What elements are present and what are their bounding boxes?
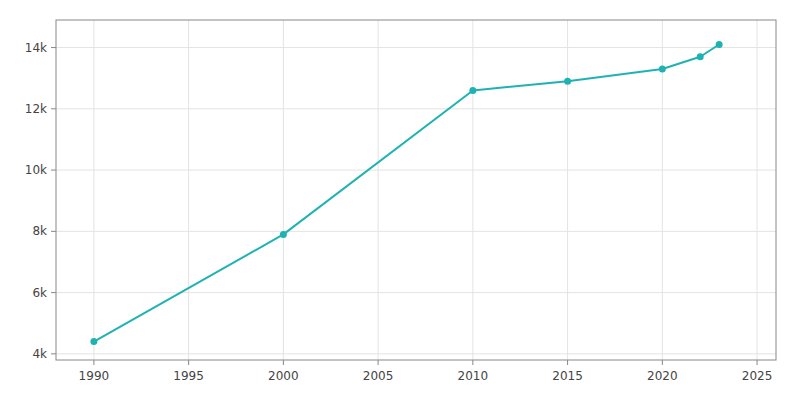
tick-x bbox=[472, 360, 473, 365]
point bbox=[469, 87, 476, 94]
tick-label-x: 2000 bbox=[268, 369, 299, 383]
tick-x bbox=[662, 360, 663, 365]
point bbox=[280, 231, 287, 238]
tick-label-y: 10k bbox=[25, 163, 47, 177]
plot-frame bbox=[56, 20, 776, 360]
point bbox=[716, 41, 723, 48]
tick-label-x: 2015 bbox=[552, 369, 583, 383]
tick-x bbox=[378, 360, 379, 365]
point bbox=[697, 53, 704, 60]
tick-label-y: 6k bbox=[32, 286, 47, 300]
grid bbox=[56, 20, 776, 360]
grid-line-x bbox=[567, 20, 568, 360]
tick-label-x: 2020 bbox=[647, 369, 678, 383]
grid-line-x bbox=[93, 20, 94, 360]
grid-line-x bbox=[188, 20, 189, 360]
point bbox=[659, 66, 666, 73]
tick-x bbox=[757, 360, 758, 365]
tick-label-y: 8k bbox=[32, 224, 47, 238]
tick-y bbox=[51, 231, 56, 232]
grid-line-y bbox=[56, 170, 776, 171]
tick-x bbox=[188, 360, 189, 365]
tick-label-x: 2010 bbox=[458, 369, 489, 383]
tick-y bbox=[51, 47, 56, 48]
tick-label-x: 2005 bbox=[363, 369, 394, 383]
series bbox=[90, 41, 722, 345]
tick-label-y: 4k bbox=[32, 347, 47, 361]
axes: 1990 1995 2000 2005 2010 2015 2020 2025 4k 6k 8k 10… bbox=[25, 20, 776, 383]
grid-line-y bbox=[56, 108, 776, 109]
tick-x bbox=[283, 360, 284, 365]
plot-area bbox=[56, 20, 776, 360]
tick-label-x: 1995 bbox=[173, 369, 204, 383]
point bbox=[90, 338, 97, 345]
grid-line-x bbox=[378, 20, 379, 360]
chart-container: 1990 1995 2000 2005 2010 2015 2020 2025 4k 6k 8k 10… bbox=[0, 0, 800, 400]
tick-label-y: 12k bbox=[25, 102, 47, 116]
grid-line-y bbox=[56, 231, 776, 232]
grid-line-x bbox=[283, 20, 284, 360]
tick-x bbox=[567, 360, 568, 365]
line bbox=[94, 45, 719, 342]
tick-label-x: 2025 bbox=[742, 369, 773, 383]
grid-line-y bbox=[56, 292, 776, 293]
grid-line-y bbox=[56, 353, 776, 354]
chart: 1990 1995 2000 2005 2010 2015 2020 2025 4k 6k 8k 10… bbox=[0, 0, 800, 400]
grid-line-x bbox=[757, 20, 758, 360]
tick-x bbox=[93, 360, 94, 365]
tick-y bbox=[51, 292, 56, 293]
tick-label-x: 1990 bbox=[79, 369, 110, 383]
tick-y bbox=[51, 170, 56, 171]
grid-line-y bbox=[56, 47, 776, 48]
point bbox=[564, 78, 571, 85]
grid-line-x bbox=[472, 20, 473, 360]
tick-y bbox=[51, 108, 56, 109]
tick-y bbox=[51, 353, 56, 354]
tick-label-y: 14k bbox=[25, 41, 47, 55]
